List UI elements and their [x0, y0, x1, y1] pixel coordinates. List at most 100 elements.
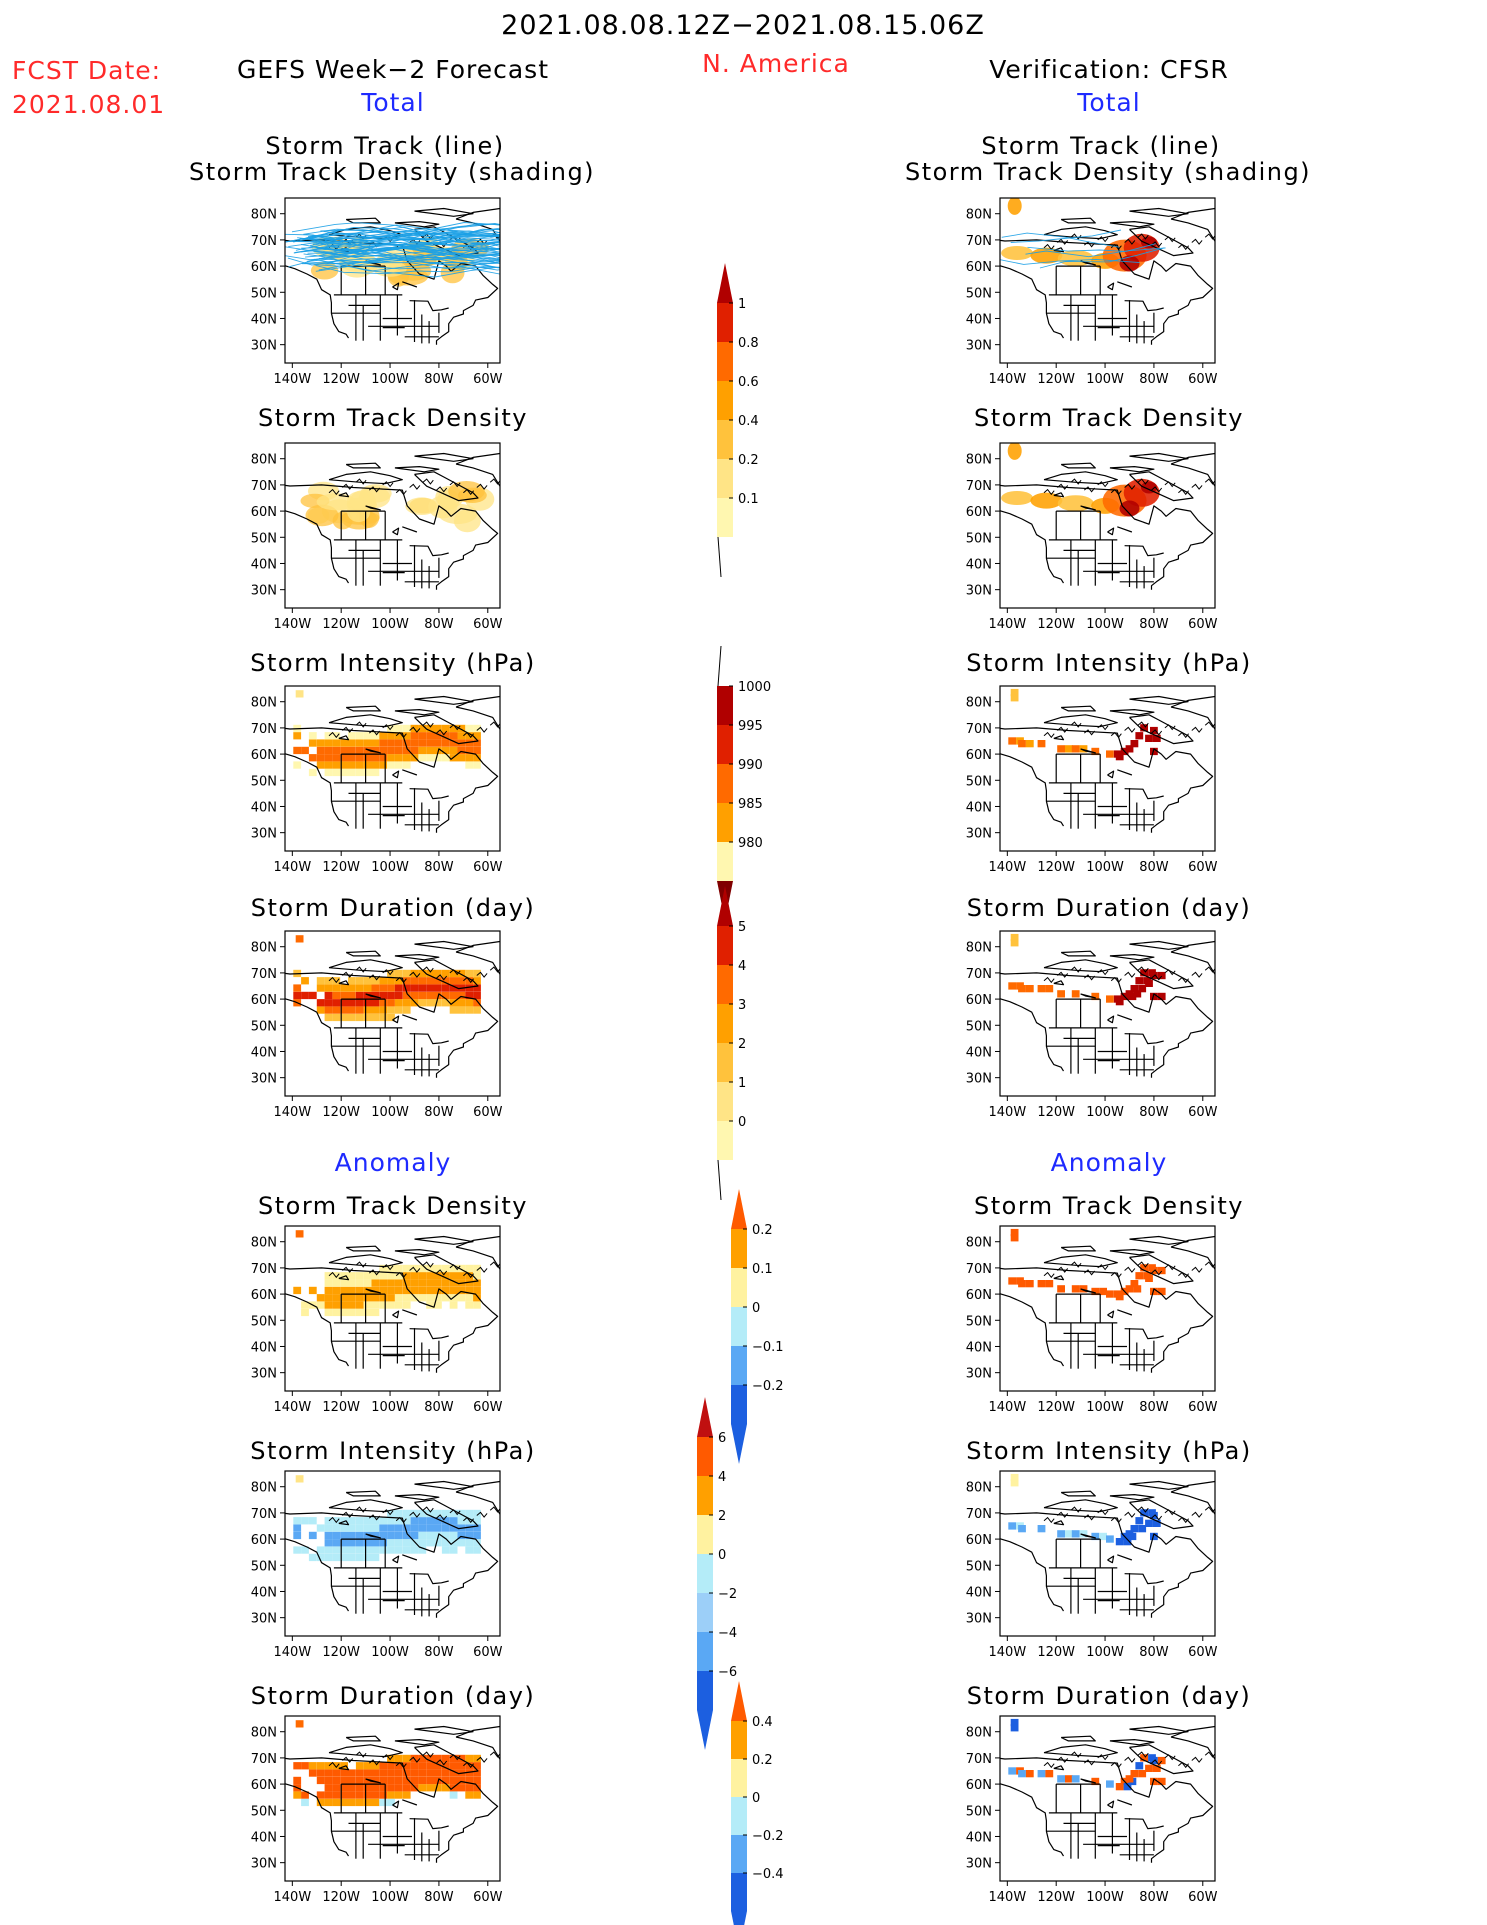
- lon-tick-label: 100W: [1086, 1890, 1124, 1905]
- lat-tick-label: 50N: [966, 1019, 992, 1034]
- lon-tick-label: 60W: [1188, 372, 1218, 387]
- grid-cell: [363, 1301, 372, 1309]
- grid-cell: [1145, 979, 1153, 987]
- colorbar-segment: [731, 1346, 747, 1385]
- grid-cell: [449, 746, 458, 755]
- colorbar-segment: [697, 1515, 713, 1554]
- grid-cell: [465, 1539, 474, 1547]
- grid-cell: [441, 977, 450, 985]
- colorbar-segment: [717, 1082, 733, 1121]
- grid-cell: [1010, 688, 1019, 697]
- grid-cell: [402, 746, 411, 755]
- grid-cell: [348, 1784, 356, 1792]
- grid-cell: [1018, 1525, 1026, 1533]
- grid-cell: [1145, 1519, 1153, 1527]
- grid-cell: [1091, 992, 1100, 1001]
- lat-tick-label: 70N: [251, 1752, 277, 1767]
- lat-tick-label: 30N: [966, 584, 992, 599]
- grid-cell: [387, 1301, 395, 1309]
- lat-tick-label: 60N: [966, 1778, 992, 1793]
- grid-cell: [355, 1286, 364, 1295]
- grid-cell: [1148, 1509, 1156, 1517]
- grid-cell: [449, 1776, 458, 1785]
- grid-cell: [332, 739, 341, 747]
- colorbar-segment: [731, 1307, 747, 1346]
- grid-cell: [324, 768, 333, 777]
- grid-cell: [363, 1769, 372, 1777]
- grid-cell: [1125, 1285, 1134, 1293]
- grid-cell: [332, 1524, 341, 1532]
- lat-tick-label: 40N: [251, 1585, 277, 1600]
- grid-cell: [434, 724, 442, 733]
- grid-cell: [301, 1791, 309, 1799]
- total-intensity-colorbar: 1000 995 990 985 980: [717, 645, 771, 921]
- colorbar-segment: [731, 1759, 747, 1797]
- grid-cell: [293, 761, 302, 769]
- grid-cell: [348, 1279, 356, 1287]
- grid-cell: [473, 1517, 481, 1525]
- colorbar-label: 6: [718, 1431, 726, 1446]
- lat-tick-label: 60N: [251, 748, 277, 763]
- grid-cell: [348, 1517, 356, 1525]
- colorbar-segment: [697, 1476, 713, 1515]
- grid-cell: [426, 1776, 434, 1785]
- grid-cell: [379, 1264, 388, 1273]
- grid-cell: [371, 1769, 380, 1777]
- grid-cell: [355, 1279, 364, 1287]
- right-total-label: Total: [1077, 88, 1141, 117]
- grid-cell: [324, 1798, 333, 1807]
- lon-tick-label: 120W: [322, 617, 360, 632]
- lon-tick-label: 140W: [988, 1400, 1026, 1415]
- grid-cell: [441, 1279, 450, 1287]
- grid-cell: [301, 1798, 309, 1807]
- grid-cell: [402, 1762, 411, 1770]
- grid-cell: [332, 1531, 341, 1540]
- grid-cell: [449, 724, 458, 733]
- grid-cell: [355, 1798, 364, 1807]
- cfsr-anom_duration-map: 80N 70N 60N 50N 40N 30N 140W 120W 100W 80W 60W: [966, 1715, 1218, 1905]
- grid-cell: [363, 999, 372, 1007]
- lat-tick-label: 50N: [966, 286, 992, 301]
- lat-tick-label: 40N: [251, 1340, 277, 1355]
- grid-cell: [402, 1264, 411, 1273]
- grid-cell: [418, 1546, 427, 1554]
- grid-cell: [348, 1308, 356, 1317]
- grid-cell: [410, 1286, 419, 1295]
- grid-cell: [348, 1013, 356, 1022]
- grid-cell: [301, 977, 309, 985]
- grid-cell: [371, 768, 380, 777]
- grid-cell: [340, 1294, 348, 1302]
- grid-cell: [434, 1784, 442, 1792]
- lon-tick-label: 60W: [473, 1400, 503, 1415]
- grid-cell: [441, 739, 450, 747]
- grid-cell: [308, 732, 317, 740]
- storm-track-line: [315, 264, 500, 275]
- grid-cell: [1018, 740, 1026, 748]
- grid-cell: [293, 1762, 302, 1770]
- grid-cell: [371, 739, 380, 747]
- colorbar-segment: [717, 725, 733, 764]
- storm-track-line: [1010, 229, 1122, 243]
- grid-cell: [394, 1546, 403, 1554]
- density-blob: [1141, 481, 1157, 494]
- grid-cell: [293, 991, 302, 1000]
- grid-cell: [371, 1546, 380, 1554]
- grid-cell: [473, 1531, 481, 1540]
- grid-cell: [340, 1539, 348, 1547]
- grid-cell: [441, 1517, 450, 1525]
- colorbar-segment: [717, 965, 733, 1004]
- lon-tick-label: 80W: [1139, 617, 1169, 632]
- grid-cell: [308, 991, 317, 1000]
- grid-cell: [465, 1531, 474, 1540]
- grid-cell: [1106, 750, 1114, 758]
- grid-cell: [371, 1524, 380, 1532]
- grid-cell: [394, 1784, 403, 1792]
- grid-cell: [355, 1762, 364, 1770]
- lat-tick-label: 50N: [251, 1314, 277, 1329]
- grid-cell: [371, 991, 380, 1000]
- grid-cell: [1130, 1770, 1139, 1778]
- colorbar-segment: [717, 926, 733, 965]
- grid-cell: [418, 1279, 427, 1287]
- lat-tick-label: 80N: [966, 453, 992, 468]
- grid-cell: [1010, 694, 1019, 702]
